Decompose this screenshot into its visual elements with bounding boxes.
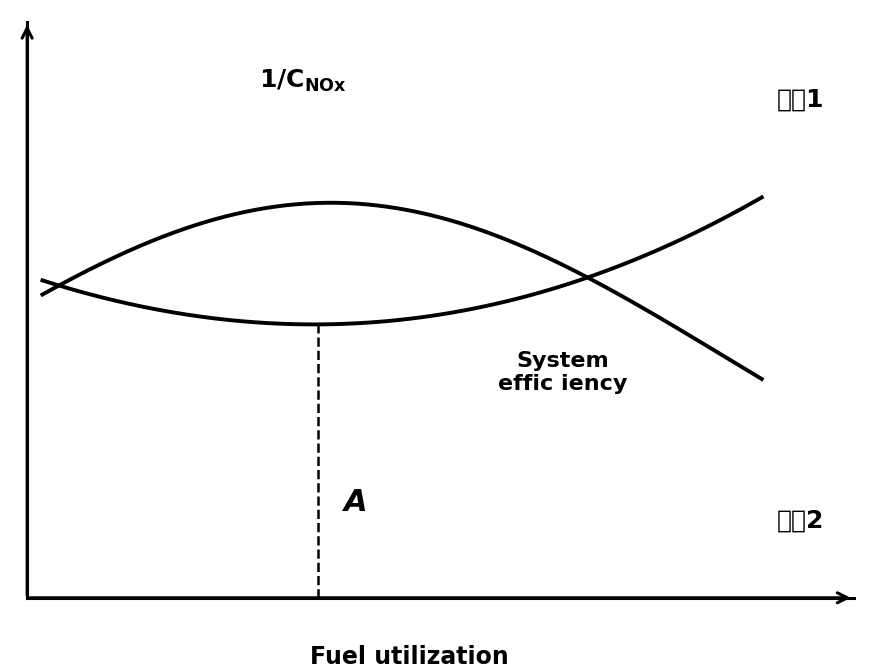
Text: A: A bbox=[344, 488, 368, 517]
Text: 曲线1: 曲线1 bbox=[777, 87, 824, 111]
Text: Fuel utilization: Fuel utilization bbox=[310, 645, 509, 669]
Text: System
effic iency: System effic iency bbox=[498, 351, 628, 394]
Text: $\mathbf{1/C_{NOx}}$: $\mathbf{1/C_{NOx}}$ bbox=[258, 68, 347, 95]
Text: 曲线2: 曲线2 bbox=[777, 509, 824, 533]
